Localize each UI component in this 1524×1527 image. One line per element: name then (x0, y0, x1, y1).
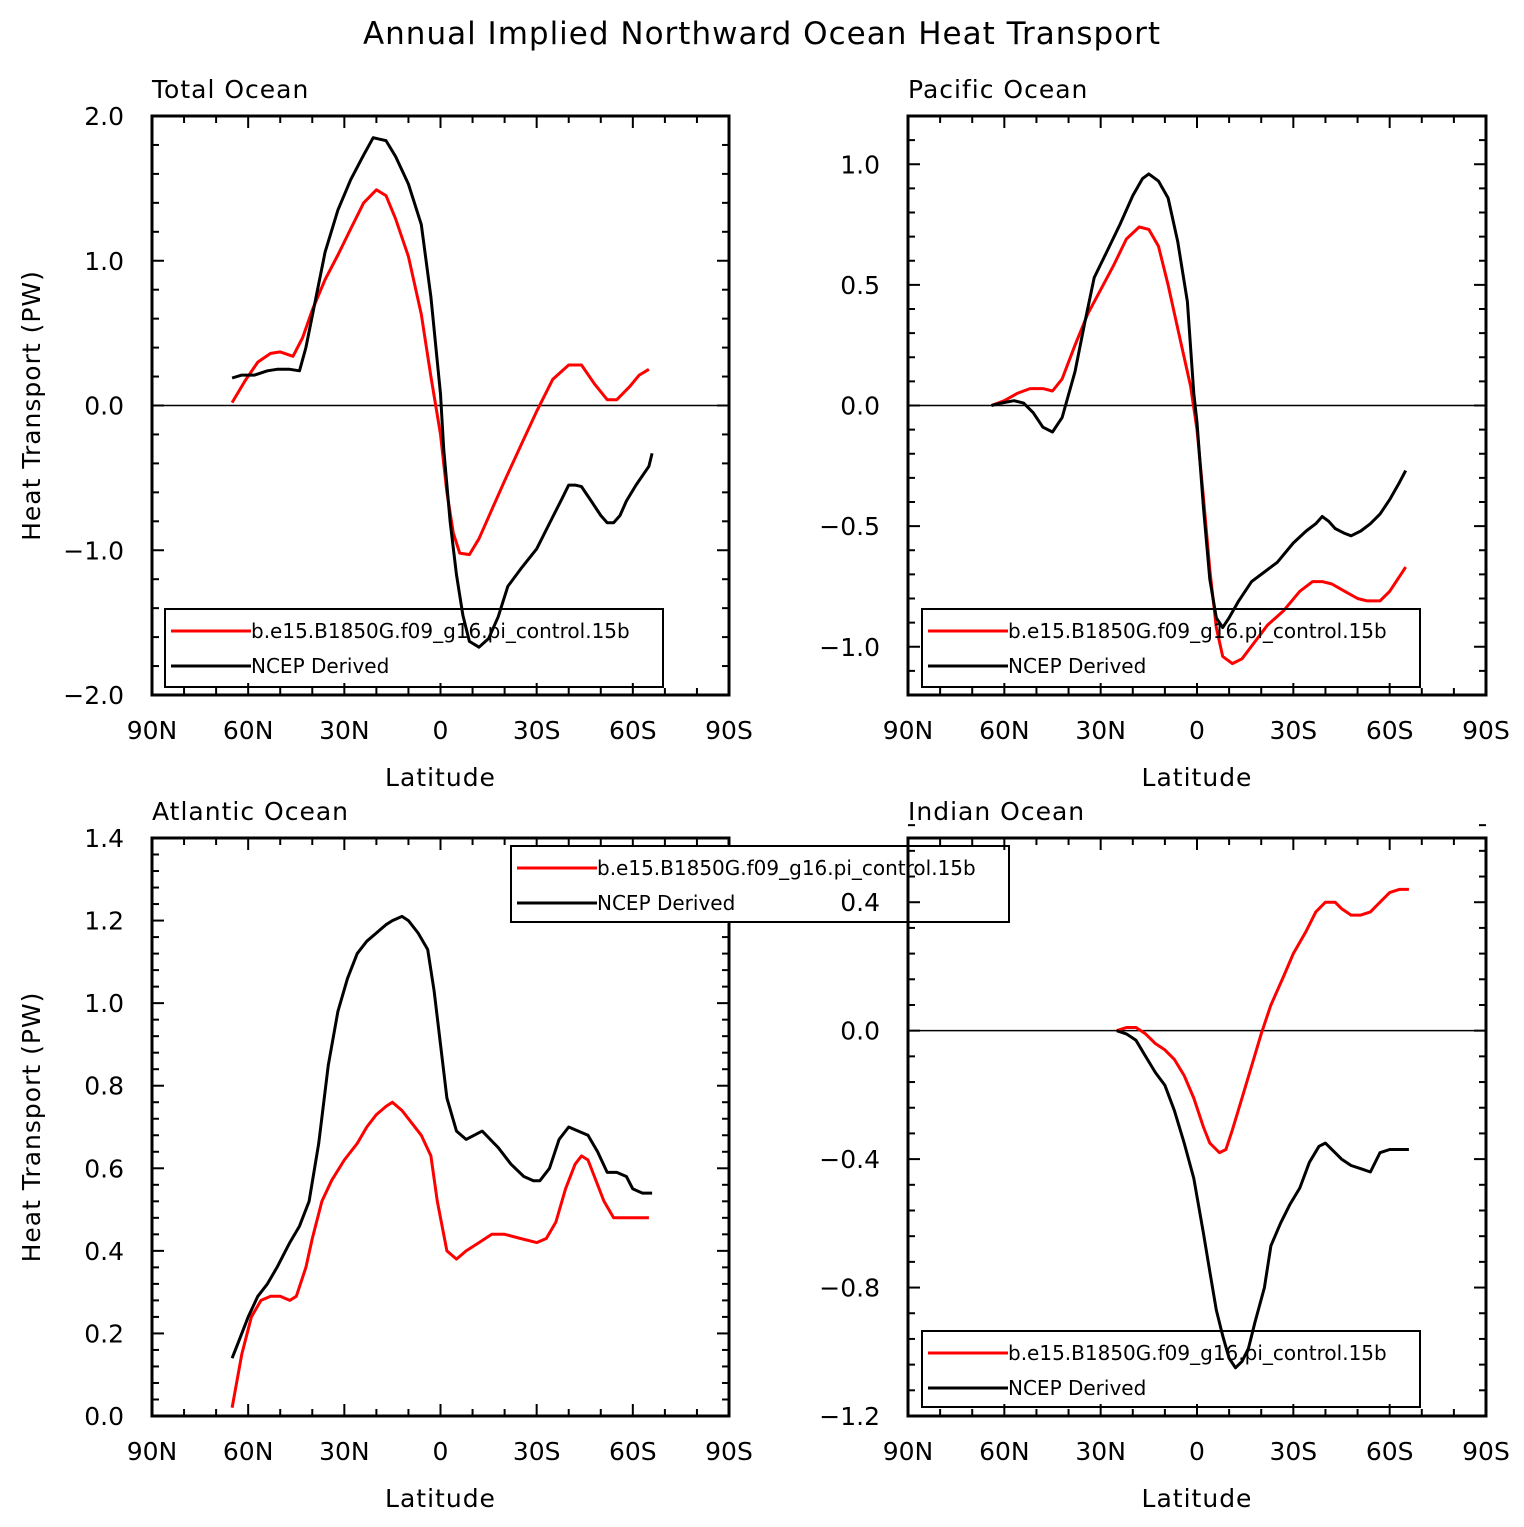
legend-box (164, 608, 664, 688)
panel-title: Atlantic Ocean (152, 797, 349, 826)
y-tick-label: −0.8 (819, 1274, 880, 1303)
series-line-model (230, 188, 650, 557)
x-tick-label: 90N (883, 716, 934, 745)
x-tick-label: 60N (223, 1437, 274, 1466)
series-line-ncep (991, 172, 1408, 629)
y-tick-label: 0.8 (84, 1072, 124, 1101)
series-line-model (230, 1100, 649, 1408)
y-tick-label: 0.0 (84, 1402, 124, 1431)
x-tick-label: 90S (1462, 716, 1510, 745)
x-tick-label: 0 (1189, 716, 1205, 745)
y-tick-label: 0.0 (84, 392, 124, 421)
y-axis-label: Heat Transport (PW) (17, 270, 46, 541)
legend-box (921, 608, 1421, 688)
legend-label-ncep: NCEP Derived (1008, 654, 1146, 678)
series-line-ncep (230, 914, 653, 1359)
legend: b.e15.B1850G.f09_g16.pi_control.15b NCEP … (921, 608, 1421, 688)
x-axis-label: Latitude (1142, 763, 1253, 792)
x-tick-label: 90N (127, 716, 178, 745)
y-tick-label: 2.0 (84, 102, 124, 131)
y-tick-label: −1.0 (819, 633, 880, 662)
y-tick-label: −1.0 (63, 536, 124, 565)
y-tick-label: 0.6 (84, 1154, 124, 1183)
legend-label-model: b.e15.B1850G.f09_g16.pi_control.15b (1008, 1341, 1387, 1365)
y-tick-label: 0.2 (84, 1319, 124, 1348)
y-tick-label: 0.4 (84, 1237, 124, 1266)
legend-box (510, 845, 1010, 923)
x-axis-label: Latitude (1142, 1484, 1253, 1513)
y-tick-label: 1.0 (84, 989, 124, 1018)
y-tick-label: −2.0 (63, 681, 124, 710)
x-axis-label: Latitude (385, 1484, 496, 1513)
x-tick-label: 60N (223, 716, 274, 745)
x-tick-label: 90S (705, 716, 753, 745)
x-tick-label: 60S (609, 716, 657, 745)
x-tick-label: 30S (513, 716, 561, 745)
legend: b.e15.B1850G.f09_g16.pi_control.15b NCEP … (164, 608, 664, 688)
x-tick-label: 30N (319, 716, 370, 745)
y-tick-label: −1.2 (819, 1402, 880, 1431)
panel-title: Pacific Ocean (908, 75, 1088, 104)
x-tick-label: 30S (1269, 1437, 1317, 1466)
y-tick-label: 1.0 (840, 150, 880, 179)
x-tick-label: 30N (319, 1437, 370, 1466)
figure-title: Annual Implied Northward Ocean Heat Tran… (363, 16, 1161, 52)
plot-frame (906, 836, 1488, 1418)
x-tick-label: 90N (127, 1437, 178, 1466)
legend-label-model: b.e15.B1850G.f09_g16.pi_control.15b (1008, 619, 1387, 643)
legend: b.e15.B1850G.f09_g16.pi_control.15b NCEP … (510, 845, 1010, 923)
x-tick-label: 90S (1462, 1437, 1510, 1466)
y-tick-label: 0.0 (840, 1017, 880, 1046)
y-tick-label: −0.5 (819, 512, 880, 541)
panel-total-ocean: Total Ocean 90N 60N 30N 0 30S 60S 90S −2.0 −1.0 0… (17, 75, 753, 792)
legend-label-model: b.e15.B1850G.f09_g16.pi_control.15b (597, 856, 976, 880)
series-line-model (1116, 887, 1409, 1155)
panel-indian-ocean: Indian Ocean 90N 60N 30N 0 30S 60S 90S −1.2 −0.8… (819, 797, 1510, 1513)
panel-pacific-ocean: Pacific Ocean 90N 60N 30N 0 30S 60S 90S −1.0 −0.… (819, 75, 1510, 792)
legend-label-ncep: NCEP Derived (251, 654, 389, 678)
y-axis-label: Heat Transport (PW) (17, 992, 46, 1263)
y-tick-label: 1.0 (84, 247, 124, 276)
x-tick-label: 0 (433, 1437, 449, 1466)
x-tick-label: 0 (433, 716, 449, 745)
x-tick-label: 60N (979, 716, 1030, 745)
x-tick-label: 90S (705, 1437, 753, 1466)
legend-label-ncep: NCEP Derived (597, 891, 735, 915)
y-tick-label: 0.0 (840, 392, 880, 421)
x-tick-label: 0 (1189, 1437, 1205, 1466)
x-tick-label: 90N (883, 1437, 934, 1466)
panel-title: Total Ocean (151, 75, 309, 104)
y-tick-label: 0.5 (840, 271, 880, 300)
x-tick-label: 30S (513, 1437, 561, 1466)
legend-box (921, 1330, 1421, 1408)
x-tick-label: 30N (1075, 716, 1126, 745)
legend-label-model: b.e15.B1850G.f09_g16.pi_control.15b (251, 619, 630, 643)
x-axis-label: Latitude (385, 763, 496, 792)
x-tick-label: 30S (1269, 716, 1317, 745)
y-tick-label: 1.2 (84, 907, 124, 936)
panel-atlantic-ocean: Atlantic Ocean 90N 60N 30N 0 30S 60S 90S 0.0 0.2… (17, 797, 1010, 1513)
series-line-ncep (1116, 1029, 1409, 1370)
x-tick-label: 30N (1075, 1437, 1126, 1466)
x-tick-label: 60S (609, 1437, 657, 1466)
x-tick-label: 60S (1366, 716, 1414, 745)
y-tick-label: 1.4 (84, 824, 124, 853)
x-tick-label: 60N (979, 1437, 1030, 1466)
series-line-ncep (231, 136, 654, 649)
plot-frame (150, 836, 731, 1418)
y-tick-label: 0.4 (840, 888, 880, 917)
y-tick-label: −0.4 (819, 1145, 880, 1174)
panel-title: Indian Ocean (908, 797, 1085, 826)
legend: b.e15.B1850G.f09_g16.pi_control.15b NCEP … (921, 1330, 1421, 1408)
legend-label-ncep: NCEP Derived (1008, 1376, 1146, 1400)
x-tick-label: 60S (1366, 1437, 1414, 1466)
